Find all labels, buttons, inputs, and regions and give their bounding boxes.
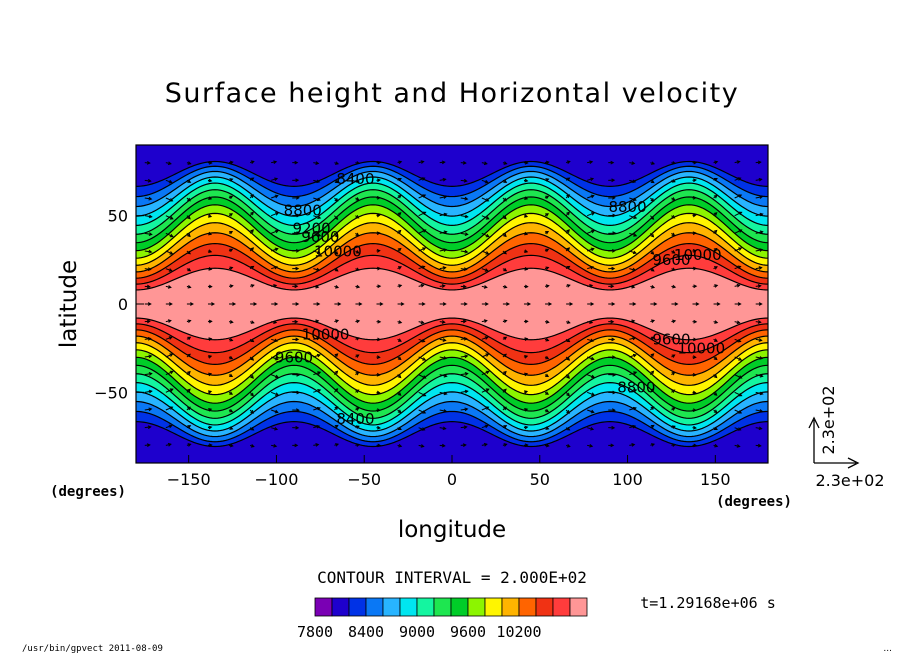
colorbar-label: 7800 [297,623,333,641]
plot-area: 8400840088009200960010000960010000880096… [136,145,768,463]
x-tick-label: 50 [530,470,550,489]
reference-x-label: 2.3e+02 [815,471,884,490]
footer-left: /usr/bin/gpvect 2011-08-09 [22,644,163,654]
colorbar-label: 9600 [450,623,486,641]
colorbar-swatch [332,598,349,616]
time-stamp: t=1.29168e+06 s [640,594,775,612]
colorbar-swatch [451,598,468,616]
colorbar-swatch [366,598,383,616]
colorbar-swatch [485,598,502,616]
contour-label: 9600 [275,348,313,366]
colorbar-swatch [315,598,332,616]
vector-reference: 2.3e+02 2.3e+02 [809,385,885,490]
y-unit-label: (degrees) [50,484,126,500]
x-tick-label: −150 [167,470,211,489]
colorbar-swatch [536,598,553,616]
colorbar-swatch [468,598,485,616]
contour-label: 8800 [284,202,322,220]
colorbar-label: 8400 [348,623,384,641]
colorbar-swatch [434,598,451,616]
y-tick-label: −50 [94,383,128,402]
colorbar: 7800 8400 9000 9600 10200 [297,598,587,641]
contour-label: 8800 [608,198,646,216]
y-tick-label: 0 [118,295,128,314]
x-tick-label: −100 [254,470,298,489]
reference-y-label: 2.3e+02 [819,385,838,454]
colorbar-swatch [383,598,400,616]
contour-interval-text: CONTOUR INTERVAL = 2.000E+02 [317,568,587,587]
colorbar-swatch [400,598,417,616]
x-axis-label: longitude [398,517,506,543]
colorbar-swatch [570,598,587,616]
footer-right: ... [883,644,892,654]
x-tick-label: −50 [347,470,381,489]
x-unit-label: (degrees) [716,494,792,510]
contour-label: 10000 [674,246,722,264]
contour-label: 8800 [617,378,655,396]
colorbar-swatch [417,598,434,616]
x-tick-label: 150 [700,470,731,489]
colorbar-swatch [502,598,519,616]
contour-label: 10000 [677,339,725,357]
colorbar-swatch [553,598,570,616]
y-tick-label: 50 [108,207,128,226]
colorbar-label: 10200 [496,623,541,641]
colorbar-swatch [519,598,536,616]
chart-title: Surface height and Horizontal velocity [165,78,739,109]
contour-label: 8400 [336,410,374,428]
colorbar-label: 9000 [399,623,435,641]
colorbar-swatch [349,598,366,616]
contour-label: 8400 [336,170,374,188]
contour-label: 10000 [314,242,362,260]
contour-label: 10000 [302,325,350,343]
x-tick-label: 0 [447,470,457,489]
x-tick-label: 100 [612,470,643,489]
y-axis-label: latitude [56,260,82,348]
